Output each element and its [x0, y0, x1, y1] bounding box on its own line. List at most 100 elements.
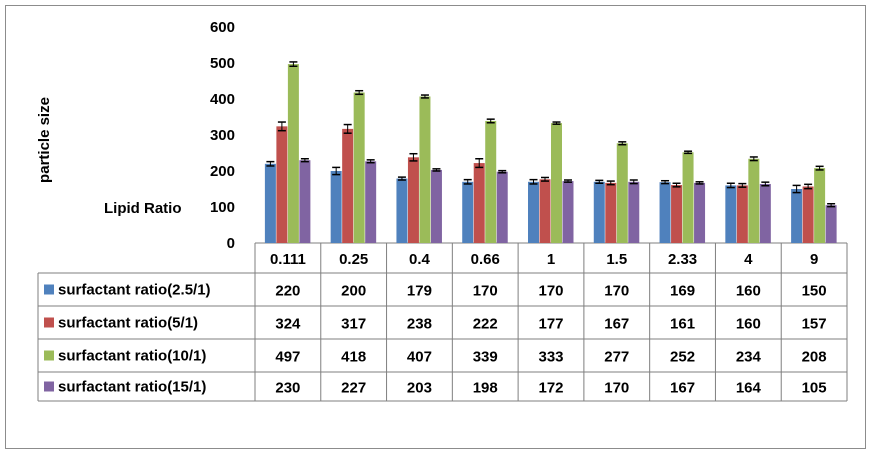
bar [407, 157, 419, 243]
data-cell: 164 [736, 380, 762, 397]
legend-swatch [44, 317, 54, 328]
chart-frame [5, 5, 866, 449]
bar [496, 171, 508, 243]
legend-table: surfactant ratio(2.5/1) surfactant ratio(… [44, 282, 211, 396]
data-cell: 198 [473, 380, 498, 397]
bar [736, 185, 748, 243]
data-cell: 227 [341, 380, 366, 397]
data-cell: 170 [473, 283, 498, 300]
category-label: 0.4 [409, 251, 431, 268]
data-cell: 208 [802, 349, 827, 366]
data-cell: 160 [736, 316, 761, 333]
data-cell: 333 [538, 349, 563, 366]
legend-label: surfactant ratio(2.5/1) [58, 282, 211, 299]
data-cell: 339 [473, 349, 498, 366]
data-cell: 238 [407, 316, 432, 333]
category-label: 1 [547, 251, 555, 268]
bar [353, 92, 365, 244]
bar [419, 96, 431, 243]
data-cell: 200 [341, 283, 366, 300]
bar [342, 128, 354, 243]
data-cell: 157 [802, 316, 827, 333]
bar [299, 160, 311, 243]
bar [814, 168, 826, 243]
bar [485, 120, 497, 243]
y-tick-label: 500 [210, 55, 235, 72]
y-tick-label: 400 [210, 91, 235, 108]
data-cell: 179 [407, 283, 432, 300]
bar [593, 181, 605, 243]
data-cell: 170 [604, 380, 629, 397]
bar [616, 143, 628, 243]
legend-swatch [44, 381, 54, 392]
error-bars-group [266, 61, 836, 208]
y-tick-label: 300 [210, 127, 235, 144]
data-cell: 170 [604, 283, 629, 300]
category-label: 2.33 [668, 251, 697, 268]
data-cell: 220 [275, 283, 300, 300]
bar [287, 64, 299, 243]
bar [562, 181, 574, 243]
bar [462, 181, 474, 243]
bar [551, 123, 562, 243]
data-cell: 230 [275, 380, 300, 397]
bar [682, 152, 694, 243]
category-label: 0.25 [339, 251, 368, 268]
data-cell: 160 [736, 283, 761, 300]
data-cell: 105 [802, 380, 827, 397]
bar [528, 181, 539, 243]
legend-label: surfactant ratio(15/1) [58, 379, 206, 396]
bar [659, 182, 671, 243]
x-axis-title: Lipid Ratio [104, 200, 182, 217]
legend-label: surfactant ratio(10/1) [58, 348, 206, 365]
bar [802, 186, 814, 243]
bars-group [264, 64, 837, 244]
bar [539, 179, 551, 243]
bar [276, 126, 288, 243]
category-label: 1.5 [606, 251, 627, 268]
data-cell: 203 [407, 380, 432, 397]
bar [628, 181, 640, 243]
y-tick-label: 200 [210, 163, 235, 180]
bar [396, 178, 408, 243]
data-cell: 407 [407, 349, 432, 366]
data-cell: 172 [538, 380, 563, 397]
data-cell: 497 [275, 349, 300, 366]
bar [365, 161, 377, 243]
legend-label: surfactant ratio(5/1) [58, 315, 198, 332]
category-label: 4 [744, 251, 753, 268]
data-cell: 169 [670, 283, 695, 300]
bar [671, 185, 683, 243]
y-axis-title: particle size [36, 97, 53, 183]
data-cell: 418 [341, 349, 366, 366]
bar [791, 189, 803, 243]
legend-swatch [44, 350, 54, 361]
data-cell: 150 [802, 283, 827, 300]
bar [694, 182, 706, 243]
data-table-cells: 220 200 179 170 170 170 169 160 150 324 317 238 222 1… [275, 283, 826, 397]
y-tick-label: 100 [210, 199, 235, 216]
bar [605, 182, 617, 243]
data-cell: 177 [538, 316, 563, 333]
bar [473, 163, 485, 243]
data-cell: 167 [670, 380, 695, 397]
category-label: 0.66 [471, 251, 500, 268]
bar [759, 183, 771, 243]
bar [330, 171, 342, 243]
data-cell: 167 [604, 316, 629, 333]
data-cell: 222 [473, 316, 498, 333]
bar [825, 205, 837, 243]
data-cell: 234 [736, 349, 762, 366]
y-axis-ticks: 0 100 200 300 400 500 600 [210, 19, 235, 252]
bar [264, 163, 276, 243]
y-tick-label: 0 [227, 235, 235, 252]
data-cell: 324 [275, 316, 301, 333]
bar [725, 185, 737, 243]
y-tick-label: 600 [210, 19, 235, 36]
data-cell: 317 [341, 316, 366, 333]
category-labels: 0.111 0.25 0.4 0.66 1 1.5 2.33 4 9 [270, 251, 818, 268]
data-cell: 252 [670, 349, 695, 366]
data-cell: 161 [670, 316, 695, 333]
data-cell: 170 [538, 283, 563, 300]
